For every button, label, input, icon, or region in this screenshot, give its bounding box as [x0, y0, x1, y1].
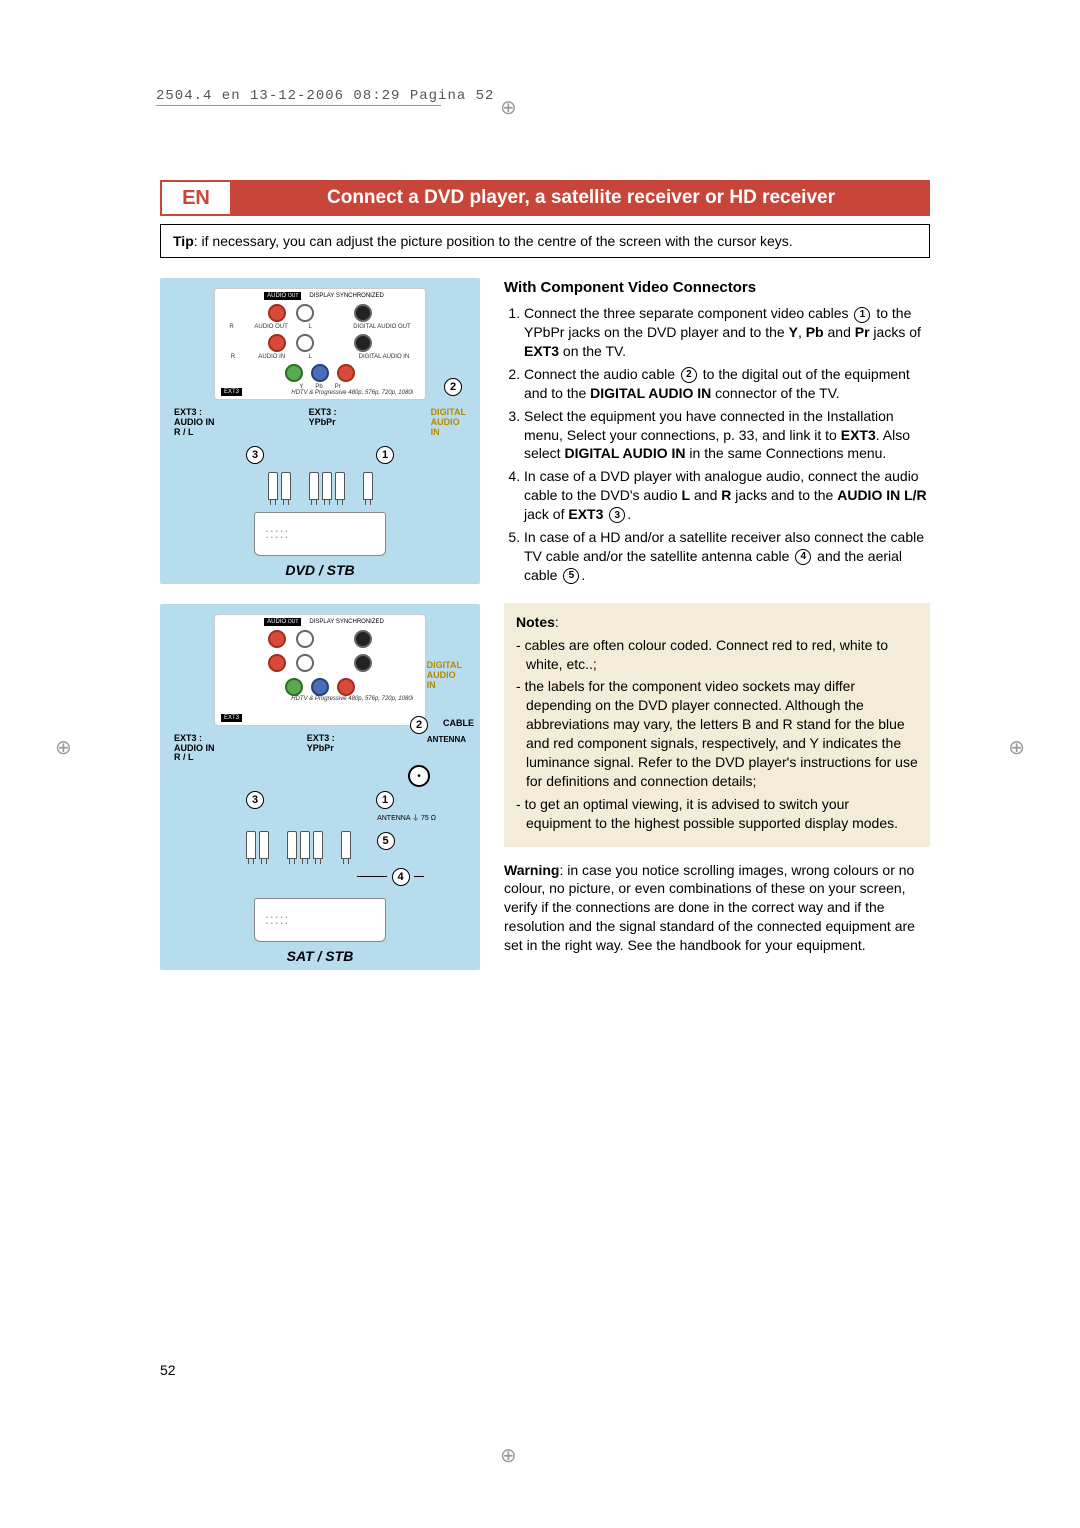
ext3-badge: EXT3	[221, 388, 242, 396]
cable-plugs-dvd	[170, 472, 470, 500]
note-item-3: to get an optimal viewing, it is advised…	[516, 795, 918, 833]
step-5: In case of a HD and/or a satellite recei…	[524, 528, 930, 585]
notes-box: Notes: cables are often colour coded. Co…	[504, 603, 930, 847]
port-label-ypbpr-2: EXT3 : YPbPr	[307, 734, 335, 764]
warning-label: Warning	[504, 862, 559, 878]
crop-mark-top: ⊕	[500, 95, 517, 120]
print-meta-line: 2504.4 en 13-12-2006 08:29 Pagina 52	[156, 88, 494, 104]
instruction-list: Connect the three separate component vid…	[504, 304, 930, 584]
circled-2b: 2	[410, 716, 428, 734]
port-label-digital-2: DIGITAL AUDIO IN	[427, 660, 462, 690]
crop-mark-left: ⊕	[55, 735, 72, 760]
circled-2: 2	[444, 378, 462, 396]
circled-4: 4	[392, 868, 410, 886]
antenna-label: ANTENNA	[427, 734, 466, 764]
title-bar: EN Connect a DVD player, a satellite rec…	[160, 180, 930, 216]
tip-label: Tip	[173, 233, 194, 249]
antenna-port-text: ANTENNA ⏚ 75 Ω	[170, 813, 470, 823]
warning-paragraph: Warning: in case you notice scrolling im…	[504, 861, 930, 955]
circled-1b: 1	[376, 791, 394, 809]
port-label-digital: DIGITAL AUDIO IN	[431, 408, 466, 438]
step-3: Select the equipment you have connected …	[524, 407, 930, 464]
crop-mark-right: ⊕	[1008, 735, 1025, 760]
port-label-audio-in: EXT3 : AUDIO IN R / L	[174, 408, 215, 438]
audio-out-badge: AUDIO OUT	[264, 292, 301, 300]
notes-label: Notes	[516, 614, 555, 630]
antenna-port-icon	[408, 765, 430, 787]
circled-3b: 3	[246, 791, 264, 809]
tip-text: : if necessary, you can adjust the pictu…	[194, 233, 793, 249]
hdtv-label: HDTV & Progressive 480p, 576p, 720p, 108…	[215, 390, 425, 396]
diagram-sat: AUDIO OUT DISPLAY SYNCHRONIZED	[160, 604, 480, 971]
note-item-1: cables are often colour coded. Connect r…	[516, 636, 918, 674]
header-rule	[156, 105, 441, 106]
language-tab: EN	[160, 180, 232, 216]
page-title: Connect a DVD player, a satellite receiv…	[232, 180, 930, 216]
port-label-audio-in-2: EXT3 : AUDIO IN R / L	[174, 734, 215, 764]
tip-box: Tip: if necessary, you can adjust the pi…	[160, 224, 930, 258]
cable-label: CABLE	[443, 718, 474, 728]
circled-5: 5	[377, 832, 395, 850]
circled-1: 1	[376, 446, 394, 464]
tv-rear-panel: AUDIO OUT DISPLAY SYNCHRONIZED RAUDIO OU…	[214, 288, 426, 400]
diagram-dvd: AUDIO OUT DISPLAY SYNCHRONIZED RAUDIO OU…	[160, 278, 480, 584]
step-4: In case of a DVD player with analogue au…	[524, 467, 930, 524]
section-heading: With Component Video Connectors	[504, 278, 930, 298]
step-2: Connect the audio cable 2 to the digital…	[524, 365, 930, 403]
tv-rear-panel-2: AUDIO OUT DISPLAY SYNCHRONIZED	[214, 614, 426, 726]
page-number: 52	[160, 1362, 176, 1378]
dvd-device-icon	[254, 512, 386, 556]
port-label-ypbpr: EXT3 : YPbPr	[309, 408, 337, 438]
warning-text: : in case you notice scrolling images, w…	[504, 862, 915, 954]
diagram-caption-sat: SAT / STB	[170, 948, 470, 964]
sat-device-icon	[254, 898, 386, 942]
circled-3: 3	[246, 446, 264, 464]
crop-mark-bottom: ⊕	[500, 1443, 517, 1468]
note-item-2: the labels for the component video socke…	[516, 677, 918, 790]
diagram-caption-dvd: DVD / STB	[170, 562, 470, 578]
step-1: Connect the three separate component vid…	[524, 304, 930, 361]
cable-plugs-sat: 5	[170, 831, 470, 859]
